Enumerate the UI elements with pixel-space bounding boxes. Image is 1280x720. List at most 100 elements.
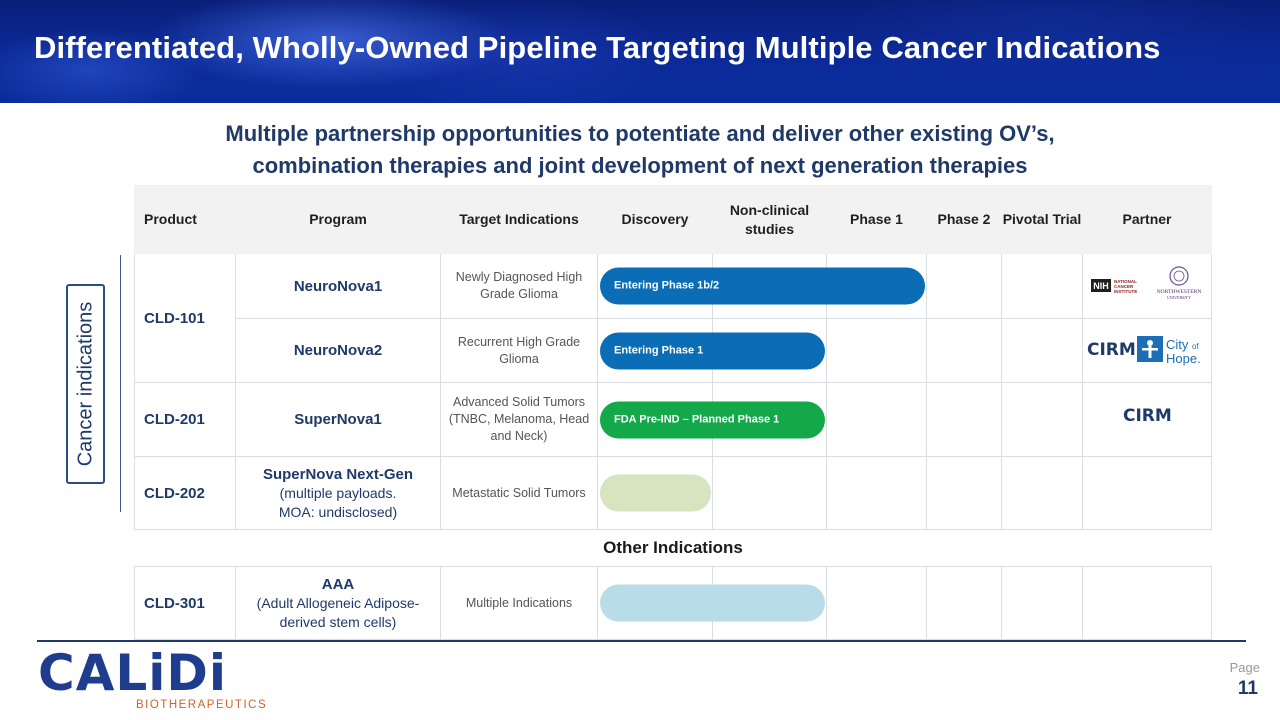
table-row: CLD-301 AAA (Adult Allogeneic Adipose- d… <box>134 566 1212 640</box>
calidi-logo-subtext: BIOTHERAPEUTICS <box>136 699 268 711</box>
stage-phase2 <box>926 382 1002 457</box>
stage-phase1 <box>826 318 927 383</box>
indication-cell: Recurrent High Grade Glioma <box>440 318 598 383</box>
table-row: CLD-202 SuperNova Next-Gen (multiple pay… <box>134 456 1212 530</box>
stage-pivotal <box>1001 456 1083 530</box>
col-header-partner: Partner <box>1082 185 1212 254</box>
col-header-pivotal: Pivotal Trial <box>1001 185 1083 254</box>
program-name: AAA <box>321 575 355 593</box>
stage-discovery <box>597 456 713 530</box>
indication-cell: Multiple Indications <box>440 566 598 640</box>
other-indications-row: Other Indications <box>134 529 1212 567</box>
progress-bar: FDA Pre-IND – Planned Phase 1 <box>600 401 825 438</box>
program-cell: SuperNova Next-Gen (multiple payloads. M… <box>235 456 441 530</box>
stage-phase2 <box>926 318 1002 383</box>
other-indications-label: Other Indications <box>134 529 1212 567</box>
cirm-logo-text: CIRM <box>1087 340 1136 360</box>
progress-bar <box>600 474 711 512</box>
progress-bar-label: FDA Pre-IND – Planned Phase 1 <box>614 413 780 425</box>
table-row: CLD-101 NeuroNova1 Newly Diagnosed High … <box>134 253 1212 383</box>
city-of-hope-text-1: City <box>1166 337 1189 352</box>
stage-pivotal <box>1001 253 1083 319</box>
progress-bar: Entering Phase 1b/2 <box>600 267 925 305</box>
col-header-discovery: Discovery <box>597 185 713 254</box>
col-header-product: Product <box>134 185 236 254</box>
col-header-phase2: Phase 2 <box>926 185 1002 254</box>
table-row: NeuroNova2 Recurrent High Grade Glioma E… <box>135 318 1212 383</box>
stage-discovery <box>597 566 825 640</box>
col-header-target: Target Indications <box>440 185 598 254</box>
stage-pivotal <box>1001 318 1083 383</box>
partner-cell: CIRM City of Hope. <box>1082 318 1212 383</box>
indication-cell: Newly Diagnosed High Grade Glioma <box>440 253 598 319</box>
program-cell: SuperNova1 <box>235 382 441 457</box>
nih-logo-text: NIH <box>1093 281 1109 291</box>
program-note: (Adult Allogeneic Adipose- <box>256 594 420 611</box>
stage-phase2 <box>926 566 1002 640</box>
pipeline-table: Product Program Target Indications Disco… <box>134 185 1212 640</box>
program-name: SuperNova Next-Gen <box>262 465 414 483</box>
cirm-logo-text: CIRM <box>1123 406 1172 426</box>
table-header-row: Product Program Target Indications Disco… <box>134 185 1212 254</box>
nci-logo-text-3: INSTITUTE <box>1114 289 1137 294</box>
program-name: NeuroNova2 <box>293 342 383 359</box>
product-cell: CLD-201 <box>134 382 236 457</box>
northwestern-logo-text: NORTHWESTERN <box>1157 289 1202 295</box>
partner-logos-nih-northwestern: NIH NATIONAL CANCER INSTITUTE NORTHWESTE… <box>1091 266 1202 300</box>
calidi-logo: CALiDi BIOTHERAPEUTICS <box>38 644 268 714</box>
program-name: SuperNova1 <box>294 411 382 428</box>
stage-phase1 <box>826 566 927 640</box>
side-label-text: Cancer indications <box>74 301 96 467</box>
indication-cell: Metastatic Solid Tumors <box>440 456 598 530</box>
subtitle-line-2: combination therapies and joint developm… <box>252 153 1028 178</box>
stage-pivotal <box>1001 566 1083 640</box>
col-header-phase1: Phase 1 <box>826 185 927 254</box>
indication-cell: Advanced Solid Tumors (TNBC, Melanoma, H… <box>440 382 598 457</box>
progress-bar-label: Entering Phase 1 <box>614 344 704 356</box>
stage-phase2 <box>926 456 1002 530</box>
cancer-indications-label: Cancer indications <box>66 284 105 484</box>
stage-discovery: Entering Phase 1b/2 <box>597 253 925 319</box>
side-divider <box>120 255 121 512</box>
stage-discovery: Entering Phase 1 <box>597 318 825 383</box>
page-number: 11 <box>1237 678 1258 699</box>
subtitle-line-1: Multiple partnership opportunities to po… <box>225 121 1055 146</box>
program-note: (multiple payloads. <box>279 484 397 501</box>
col-header-nonclinical: Non-clinical studies <box>712 185 827 254</box>
page-label: Page <box>1229 660 1260 675</box>
progress-bar: Entering Phase 1 <box>600 332 825 369</box>
product-cell: CLD-101 <box>134 253 236 383</box>
col-header-program: Program <box>235 185 441 254</box>
stage-phase2 <box>926 253 1002 319</box>
product-cell: CLD-202 <box>134 456 236 530</box>
nci-logo-text-1: NATIONAL <box>1114 279 1137 284</box>
table-row: CLD-201 SuperNova1 Advanced Solid Tumors… <box>134 382 1212 457</box>
title-banner: Differentiated, Wholly-Owned Pipeline Ta… <box>0 0 1280 103</box>
stage-pivotal <box>1001 382 1083 457</box>
svg-text:of: of <box>1192 342 1199 351</box>
stage-nonclinical <box>712 456 827 530</box>
program-note: MOA: undisclosed) <box>278 503 398 520</box>
subtitle: Multiple partnership opportunities to po… <box>0 118 1280 182</box>
partner-cell: CIRM <box>1082 382 1212 457</box>
calidi-logo-word: CALiDi <box>38 644 228 702</box>
nih-logo-box <box>1091 279 1111 292</box>
program-cell: AAA (Adult Allogeneic Adipose- derived s… <box>235 566 441 640</box>
northwestern-seal-icon <box>1169 266 1189 286</box>
program-cell: NeuroNova1 <box>235 253 441 319</box>
nci-logo-text-2: CANCER <box>1114 284 1134 289</box>
partner-logos-cirm-cityofhope: CIRM City of Hope. <box>1087 336 1201 366</box>
stage-discovery: FDA Pre-IND – Planned Phase 1 <box>597 382 825 457</box>
program-note: derived stem cells) <box>279 613 397 630</box>
progress-bar-label: Entering Phase 1b/2 <box>614 279 720 292</box>
svg-text:UNIVERSITY: UNIVERSITY <box>1167 295 1191 300</box>
partner-cell <box>1082 566 1212 640</box>
page-title: Differentiated, Wholly-Owned Pipeline Ta… <box>34 30 1161 65</box>
program-cell: NeuroNova2 <box>235 318 441 383</box>
footer-divider <box>37 640 1246 642</box>
city-of-hope-text-2: Hope. <box>1166 351 1201 366</box>
partner-cell <box>1082 456 1212 530</box>
progress-bar <box>600 584 825 622</box>
partner-cell: NIH NATIONAL CANCER INSTITUTE NORTHWESTE… <box>1082 253 1212 319</box>
product-cell: CLD-301 <box>134 566 236 640</box>
